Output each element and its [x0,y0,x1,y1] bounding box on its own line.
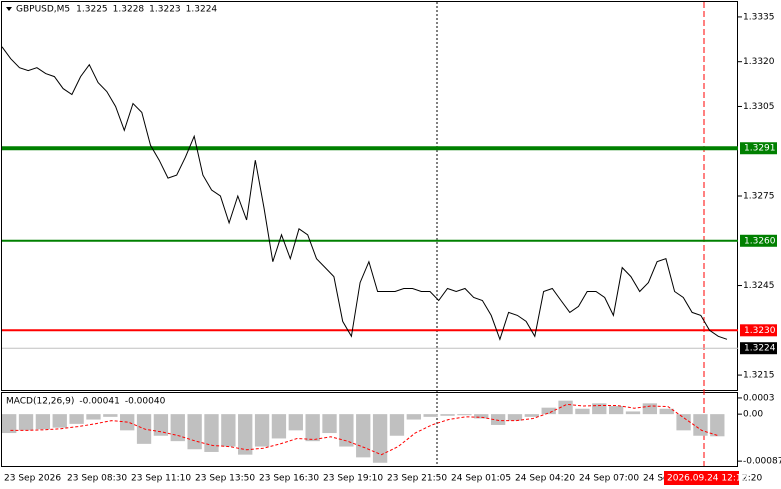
time-label: 24 Sep 07:00 [579,474,639,484]
indicator-reading: -0.00041 [79,397,119,407]
time-label: 23 Sep 13:50 [195,474,255,484]
macd-bar [710,414,725,437]
macd-bar [541,407,556,415]
macd-bar [507,414,523,421]
y-tick-label: 1.3320 [743,57,775,67]
y-tick-label: -0.00087 [743,457,781,467]
price-line [1,46,728,341]
level-label: 1.3260 [744,236,776,246]
macd-bar [288,414,303,431]
time-label: 23 Sep 11:10 [131,474,191,484]
time-label: 23 Sep 2026 [4,474,61,484]
price-panel-frame [1,1,738,391]
indicator-reading: -0.00040 [125,397,166,407]
macd-bar [103,414,118,417]
ohlc-value: 1.3224 [186,5,218,15]
time-label: 24 Se [643,474,669,484]
macd-bar [187,414,202,450]
time-label: 24 Sep 01:05 [451,474,511,484]
macd-bar [339,414,354,447]
macd-bar [676,414,691,431]
time-label: 23 Sep 08:30 [67,474,127,484]
macd-bar [524,414,540,417]
time-label: 23 Sep 21:50 [387,474,447,484]
macd-bar [86,414,101,420]
y-tick-label: 0.0003 [743,393,775,403]
time-label: 2:20 [742,474,762,484]
level-label-box [740,324,777,337]
time-label: 23 Sep 19:10 [323,474,383,484]
signal-line [10,403,719,456]
macd-bar [693,414,708,436]
level-label-box [740,342,777,355]
macd-bar [642,403,658,415]
y-tick-label: 1.3335 [743,12,775,22]
level-label-box [740,234,777,247]
macd-bar [305,414,320,442]
macd-bar [153,414,169,436]
y-tick-label: 1.3245 [743,281,775,291]
macd-bar [659,408,674,415]
y-tick-label: 1.3305 [743,102,775,112]
macd-bar [238,414,253,455]
macd-bar [204,414,219,452]
macd-bar [474,414,489,419]
macd-bar [271,414,287,439]
level-label: 1.3224 [744,344,776,354]
ohlc-value: 1.3228 [113,5,145,15]
time-label: 23 Sep 16:30 [259,474,319,484]
macd-bar [35,414,51,430]
macd-bar [52,414,67,428]
macd-bar [389,414,405,436]
macd-bar [254,414,270,447]
macd-bar [2,414,17,434]
macd-bar [440,414,455,416]
y-tick-label: 0.00 [743,410,763,420]
macd-bar [221,414,236,447]
level-label-box [740,142,777,155]
macd-bar [592,403,607,415]
macd-panel-frame [1,392,738,467]
ohlc-value: 1.3223 [149,5,181,15]
level-label: 1.3230 [744,326,776,336]
macd-bar [406,414,421,420]
macd-bar [423,414,438,417]
macd-bar [625,411,641,415]
macd-bar [457,414,472,416]
cursor-label-box [664,471,739,485]
macd-bar [372,414,388,463]
indicator-title: MACD(12,26,9) [6,397,74,407]
macd-bar [18,414,34,431]
menu-arrow[interactable] [6,7,12,11]
macd-bar [575,408,590,415]
time-label: 24 Sep 04:20 [515,474,575,484]
macd-bar [558,400,573,415]
macd-bar [322,414,337,434]
macd-bar [356,414,371,458]
y-tick-label: 1.3275 [743,192,775,202]
macd-bar [490,414,506,425]
macd-bar [608,406,624,415]
level-label: 1.3291 [744,144,776,154]
y-tick-label: 1.3215 [743,371,775,381]
macd-bar [69,414,84,424]
symbol-title: GBPUSD,M5 [16,5,70,15]
cursor-label: 2026.09.24 12:10 [667,474,748,484]
ohlc-value: 1.3225 [76,5,108,15]
